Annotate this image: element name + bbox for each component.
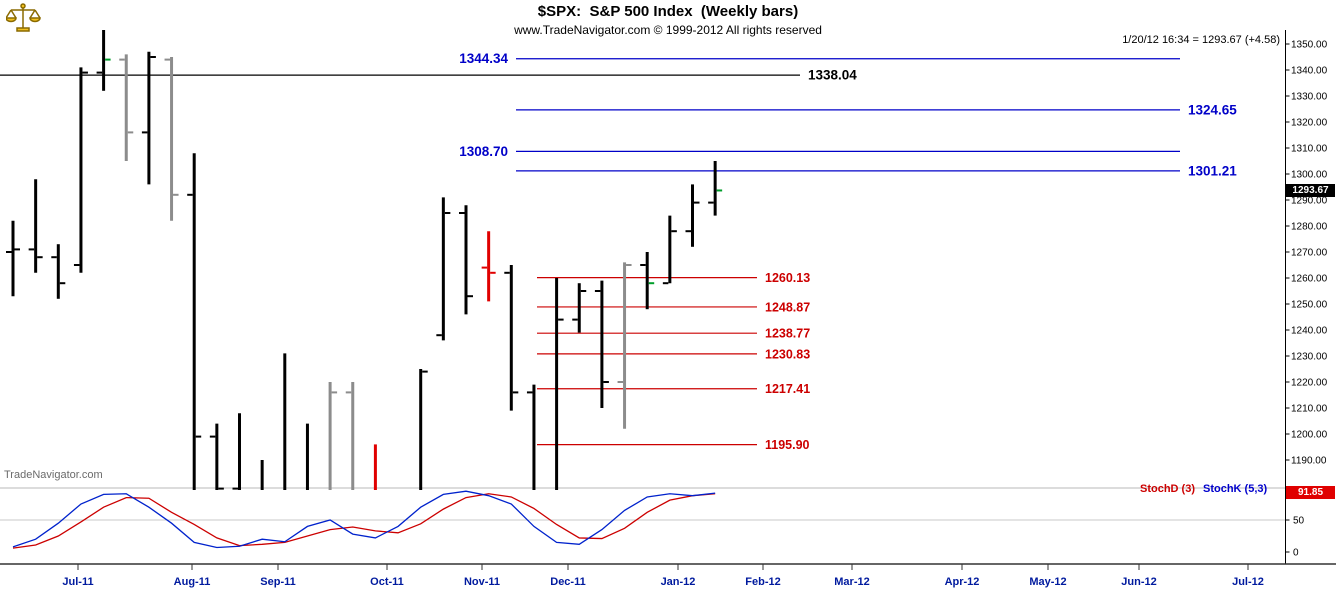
date-axis-label: Jan-12 bbox=[661, 576, 696, 588]
price-axis-label: 1350.00 bbox=[1291, 40, 1328, 51]
price-axis-label: 1310.00 bbox=[1291, 144, 1328, 155]
stochd-legend-label: StochD (3) bbox=[1140, 483, 1195, 495]
price-axis-label: 1210.00 bbox=[1291, 404, 1328, 415]
stochk-legend-label: StochK (5,3) bbox=[1203, 483, 1268, 495]
ref-line-label: 1301.21 bbox=[1188, 163, 1237, 178]
date-axis-label: Feb-12 bbox=[745, 576, 780, 588]
date-axis-label: Apr-12 bbox=[945, 576, 980, 588]
ref-line-label: 1308.70 bbox=[459, 144, 508, 159]
ref-line-label: 1344.34 bbox=[459, 51, 508, 66]
last-price-badge: 1293.67 bbox=[1286, 184, 1335, 197]
date-axis-label: Dec-11 bbox=[550, 576, 585, 588]
date-axis-label: Mar-12 bbox=[834, 576, 869, 588]
price-axis-label: 1240.00 bbox=[1291, 326, 1328, 337]
price-axis-label: 1330.00 bbox=[1291, 92, 1328, 103]
price-axis-label: 1220.00 bbox=[1291, 378, 1328, 389]
price-axis-label: 1340.00 bbox=[1291, 66, 1328, 77]
chart-title: $SPX: S&P 500 Index (Weekly bars) bbox=[537, 3, 799, 20]
ref-line-label: 1217.41 bbox=[765, 382, 810, 396]
trade-navigator-logo bbox=[6, 3, 41, 32]
price-axis-label: 1290.00 bbox=[1291, 196, 1328, 207]
last-quote-readout: 1/20/12 16:34 = 1293.67 (+4.58) bbox=[1122, 34, 1280, 46]
price-axis-label: 1250.00 bbox=[1291, 300, 1328, 311]
ref-line-label: 1260.13 bbox=[765, 271, 810, 285]
ref-line-label: 1324.65 bbox=[1188, 102, 1237, 117]
stoch-axis-label: 0 bbox=[1293, 548, 1299, 559]
date-axis-label: Jul-11 bbox=[62, 576, 93, 588]
chart-subtitle: www.TradeNavigator.com © 1999-2012 All r… bbox=[514, 23, 822, 37]
date-axis-label: Jul-12 bbox=[1232, 576, 1264, 588]
price-axis-label: 1260.00 bbox=[1291, 274, 1328, 285]
price-axis-label: 1300.00 bbox=[1291, 170, 1328, 181]
price-axis-label: 1230.00 bbox=[1291, 352, 1328, 363]
stochk-line bbox=[12, 490, 716, 549]
stoch-value-badge: 91.85 bbox=[1286, 486, 1335, 499]
date-axis-label: Jun-12 bbox=[1121, 576, 1156, 588]
date-axis-label: Oct-11 bbox=[370, 576, 404, 588]
stochd-line bbox=[12, 493, 716, 549]
stoch-axis-label: 50 bbox=[1293, 516, 1305, 527]
price-axis-label: 1320.00 bbox=[1291, 118, 1328, 129]
ref-line-label: 1338.04 bbox=[808, 68, 857, 83]
price-axis-label: 1200.00 bbox=[1291, 430, 1328, 441]
price-axis-label: 1270.00 bbox=[1291, 248, 1328, 259]
watermark: TradeNavigator.com bbox=[4, 469, 103, 481]
ref-line-label: 1248.87 bbox=[765, 300, 810, 314]
ref-line-label: 1195.90 bbox=[765, 438, 810, 452]
date-axis-label: Aug-11 bbox=[174, 576, 211, 588]
price-axis-label: 1280.00 bbox=[1291, 222, 1328, 233]
date-axis-label: Nov-11 bbox=[464, 576, 500, 588]
ref-line-label: 1230.83 bbox=[765, 347, 810, 361]
ref-line-label: 1238.77 bbox=[765, 327, 810, 341]
date-axis-label: Sep-11 bbox=[260, 576, 295, 588]
price-axis-label: 1190.00 bbox=[1291, 456, 1327, 467]
date-axis-label: May-12 bbox=[1029, 576, 1066, 588]
